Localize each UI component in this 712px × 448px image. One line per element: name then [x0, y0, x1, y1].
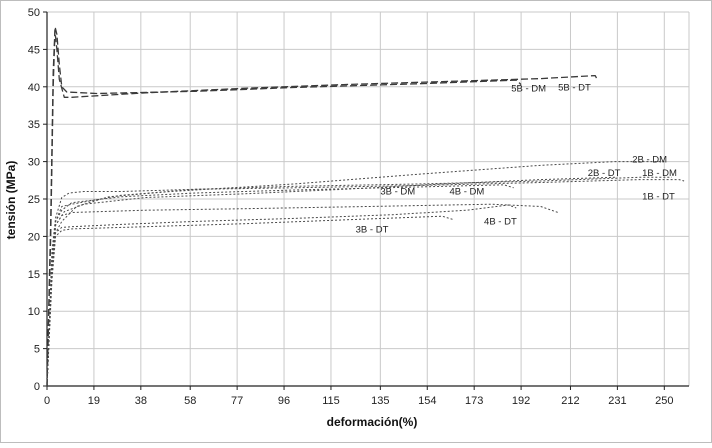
series-line-2b-dm — [46, 161, 665, 387]
x-tick-label: 231 — [608, 395, 626, 407]
x-tick-label: 38 — [135, 395, 147, 407]
tick-labels: 0 5 10 15 20 25 30 35 40 45 50 0 19 38 58 77 96 115 135 154… — [28, 7, 674, 407]
y-tick-label: 35 — [28, 119, 40, 131]
series-label: 3B - DM — [380, 187, 415, 198]
series-label: 1B - DM — [642, 168, 677, 179]
axes — [43, 11, 689, 390]
x-tick-label: 192 — [512, 395, 530, 407]
series-label: 4B - DM — [449, 187, 484, 198]
series-line-4b-dt — [46, 203, 559, 387]
series-line-5b-dt — [46, 30, 599, 387]
x-tick-label: 77 — [231, 395, 243, 407]
x-tick-label: 173 — [465, 395, 483, 407]
y-tick-label: 25 — [28, 194, 40, 206]
series-label: 1B - DT — [642, 192, 675, 203]
series-line-5b-dm — [46, 26, 522, 387]
y-tick-label: 10 — [28, 306, 40, 318]
series-label: 2B - DT — [588, 168, 621, 179]
series-label: 4B - DT — [484, 216, 517, 227]
x-tick-label: 58 — [184, 395, 196, 407]
series-label: 5B - DM — [511, 83, 546, 94]
x-axis-title: deformación(%) — [327, 415, 418, 429]
y-tick-label: 30 — [28, 157, 40, 169]
series-label: 3B - DT — [356, 225, 389, 236]
series-line-4b-dm — [46, 184, 514, 387]
y-tick-label: 45 — [28, 44, 40, 56]
y-tick-label: 0 — [34, 381, 40, 393]
x-tick-label: 154 — [418, 395, 436, 407]
series-line-2b-dt — [46, 176, 615, 387]
y-axis-title: tensión (MPa) — [4, 161, 18, 240]
y-tick-label: 50 — [28, 7, 40, 19]
y-tick-label: 20 — [28, 231, 40, 243]
y-tick-label: 40 — [28, 82, 40, 94]
x-tick-label: 0 — [44, 395, 50, 407]
series-line-3b-dt — [46, 215, 455, 387]
x-tick-label: 135 — [371, 395, 389, 407]
x-tick-label: 212 — [561, 395, 579, 407]
x-tick-label: 19 — [88, 395, 100, 407]
series-line-1b-dt — [46, 179, 685, 387]
series-line-1b-dm — [46, 176, 672, 387]
x-tick-label: 96 — [278, 395, 290, 407]
series-labels: 5B - DM 5B - DT 2B - DM 2B - DT 1B - DM 1B - … — [356, 83, 677, 236]
series-lines — [46, 26, 685, 387]
x-tick-label: 115 — [322, 395, 340, 407]
x-tick-label: 250 — [655, 395, 673, 407]
y-tick-label: 5 — [34, 344, 40, 356]
y-tick-label: 15 — [28, 269, 40, 281]
series-label: 5B - DT — [558, 83, 591, 94]
series-label: 2B - DM — [632, 154, 667, 165]
